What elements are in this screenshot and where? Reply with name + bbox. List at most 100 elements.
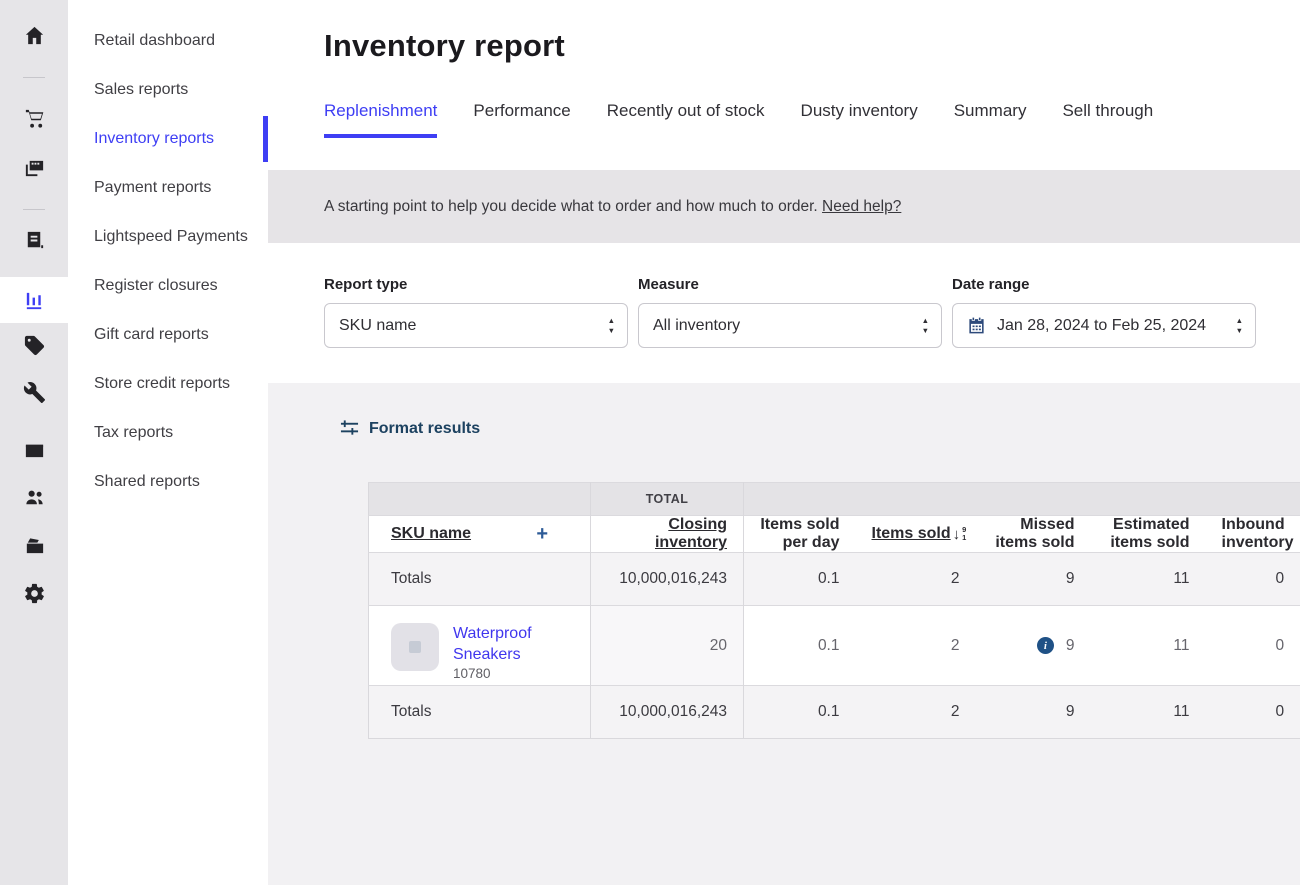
measure-value: All inventory bbox=[653, 317, 922, 335]
closing-inventory-sort-link[interactable]: Closing inventory bbox=[655, 516, 727, 551]
total-group-header: TOTAL bbox=[591, 483, 744, 516]
filter-bar: Report type SKU name ▲▼ Measure All inve… bbox=[268, 243, 1300, 383]
tag-icon[interactable] bbox=[0, 324, 68, 366]
product-name-link[interactable]: Waterproof Sneakers bbox=[453, 623, 565, 665]
report-tabs: Replenishment Performance Recently out o… bbox=[324, 101, 1300, 138]
sales-cart-icon[interactable] bbox=[0, 97, 68, 139]
wrench-icon[interactable] bbox=[0, 371, 68, 413]
sku-closing-inventory: 20 bbox=[591, 606, 744, 686]
analytics-reports-icon[interactable] bbox=[0, 277, 68, 323]
register-icon[interactable] bbox=[0, 147, 68, 189]
replenishment-table: TOTAL SKU name + Closing inventory Items… bbox=[368, 482, 1300, 739]
report-type-label: Report type bbox=[324, 276, 628, 293]
sku-items-sold-per-day: 0.1 bbox=[744, 606, 856, 686]
home-icon[interactable] bbox=[0, 14, 68, 56]
totals-label: Totals bbox=[369, 553, 591, 606]
inventory-box-icon[interactable] bbox=[0, 427, 68, 469]
page-header: Inventory report Replenishment Performan… bbox=[268, 0, 1300, 170]
totals-estimated-items-sold: 11 bbox=[1091, 553, 1206, 606]
tab-performance[interactable]: Performance bbox=[473, 101, 570, 138]
sidebar-item-lightspeed-payments[interactable]: Lightspeed Payments bbox=[68, 212, 268, 261]
spinner-arrows-icon[interactable]: ▲▼ bbox=[1236, 317, 1243, 335]
icon-rail bbox=[0, 0, 68, 885]
totals-inbound-inventory: 0 bbox=[1206, 553, 1300, 606]
date-range-label: Date range bbox=[952, 276, 1256, 293]
sku-estimated-items-sold: 11 bbox=[1091, 606, 1206, 686]
totals-items-sold-per-day: 0.1 bbox=[744, 553, 856, 606]
measure-label: Measure bbox=[638, 276, 942, 293]
column-header-estimated-items-sold: Estimated items sold bbox=[1091, 516, 1206, 553]
sku-name-sort-link[interactable]: SKU name bbox=[391, 525, 471, 543]
date-range-value: Jan 28, 2024 to Feb 25, 2024 bbox=[997, 317, 1236, 335]
column-header-items-sold: Items sold ↓ 91 bbox=[856, 516, 976, 553]
totals-closing-inventory: 10,000,016,243 bbox=[591, 553, 744, 606]
measure-select[interactable]: All inventory ▲▼ bbox=[638, 303, 942, 348]
column-group-row: TOTAL bbox=[369, 483, 1300, 516]
format-results-label: Format results bbox=[369, 420, 480, 438]
sidebar-item-retail-dashboard[interactable]: Retail dashboard bbox=[68, 16, 268, 65]
tab-replenishment[interactable]: Replenishment bbox=[324, 101, 437, 138]
tab-dusty-inventory[interactable]: Dusty inventory bbox=[801, 101, 918, 138]
sidebar-item-gift-card-reports[interactable]: Gift card reports bbox=[68, 310, 268, 359]
sidebar-item-inventory-reports[interactable]: Inventory reports bbox=[68, 114, 268, 163]
spinner-arrows-icon[interactable]: ▲▼ bbox=[608, 317, 615, 335]
format-results-button[interactable]: Format results bbox=[340, 419, 1300, 438]
sort-9-1-icon: 91 bbox=[962, 526, 966, 543]
items-sold-sort-link[interactable]: Items sold bbox=[872, 525, 951, 543]
column-header-row: SKU name + Closing inventory Items sold … bbox=[369, 516, 1300, 553]
sku-row: Waterproof Sneakers 10780 20 0.1 2 i 9 1… bbox=[369, 606, 1300, 686]
results-section: Format results TOTAL SKU name + bbox=[268, 383, 1300, 885]
calendar-icon bbox=[967, 316, 986, 335]
info-icon[interactable]: i bbox=[1037, 637, 1054, 654]
sidebar-item-tax-reports[interactable]: Tax reports bbox=[68, 408, 268, 457]
rail-divider bbox=[23, 77, 45, 78]
tab-summary[interactable]: Summary bbox=[954, 101, 1027, 138]
sidebar-item-store-credit-reports[interactable]: Store credit reports bbox=[68, 359, 268, 408]
spinner-arrows-icon[interactable]: ▲▼ bbox=[922, 317, 929, 335]
sku-items-sold: 2 bbox=[856, 606, 976, 686]
product-sku-number: 10780 bbox=[453, 666, 491, 681]
add-column-button[interactable]: + bbox=[536, 524, 548, 544]
reports-journal-icon[interactable] bbox=[0, 219, 68, 261]
totals-items-sold: 2 bbox=[856, 553, 976, 606]
totals-estimated-items-sold: 11 bbox=[1091, 686, 1206, 739]
totals-items-sold: 2 bbox=[856, 686, 976, 739]
totals-label: Totals bbox=[369, 686, 591, 739]
reports-sidebar: Retail dashboard Sales reports Inventory… bbox=[68, 0, 268, 885]
sidebar-item-payment-reports[interactable]: Payment reports bbox=[68, 163, 268, 212]
rail-divider bbox=[23, 209, 45, 210]
tab-recently-out-of-stock[interactable]: Recently out of stock bbox=[607, 101, 765, 138]
sidebar-item-sales-reports[interactable]: Sales reports bbox=[68, 65, 268, 114]
column-header-missed-items-sold: Missed items sold bbox=[976, 516, 1091, 553]
column-header-closing-inventory: Closing inventory bbox=[591, 516, 744, 553]
column-header-sku-name: SKU name + bbox=[369, 516, 591, 553]
totals-row-bottom: Totals 10,000,016,243 0.1 2 9 11 0 bbox=[369, 686, 1300, 739]
column-header-inbound-inventory: Inbound inventory bbox=[1206, 516, 1300, 553]
sku-inbound-inventory: 0 bbox=[1206, 606, 1300, 686]
main-content: Inventory report Replenishment Performan… bbox=[268, 0, 1300, 885]
sidebar-item-shared-reports[interactable]: Shared reports bbox=[68, 457, 268, 506]
product-thumbnail bbox=[391, 623, 439, 671]
workspace-icon[interactable] bbox=[0, 524, 68, 566]
totals-missed-items-sold: 9 bbox=[976, 553, 1091, 606]
totals-missed-items-sold: 9 bbox=[976, 686, 1091, 739]
totals-row-top: Totals 10,000,016,243 0.1 2 9 11 0 bbox=[369, 553, 1300, 606]
totals-items-sold-per-day: 0.1 bbox=[744, 686, 856, 739]
sliders-icon bbox=[340, 419, 359, 438]
sort-descending-icon[interactable]: ↓ bbox=[953, 527, 961, 542]
settings-gear-icon[interactable] bbox=[0, 572, 68, 614]
totals-inbound-inventory: 0 bbox=[1206, 686, 1300, 739]
date-range-select[interactable]: Jan 28, 2024 to Feb 25, 2024 ▲▼ bbox=[952, 303, 1256, 348]
tab-sell-through[interactable]: Sell through bbox=[1062, 101, 1153, 138]
need-help-link[interactable]: Need help? bbox=[822, 198, 901, 215]
banner-text: A starting point to help you decide what… bbox=[324, 198, 818, 215]
page-title: Inventory report bbox=[324, 0, 1300, 64]
customers-icon[interactable] bbox=[0, 476, 68, 518]
totals-closing-inventory: 10,000,016,243 bbox=[591, 686, 744, 739]
report-type-value: SKU name bbox=[339, 317, 608, 335]
sidebar-item-register-closures[interactable]: Register closures bbox=[68, 261, 268, 310]
report-type-select[interactable]: SKU name ▲▼ bbox=[324, 303, 628, 348]
info-banner: A starting point to help you decide what… bbox=[268, 170, 1300, 243]
column-header-items-sold-per-day: Items sold per day bbox=[744, 516, 856, 553]
sku-missed-items-sold: 9 bbox=[1066, 637, 1075, 655]
